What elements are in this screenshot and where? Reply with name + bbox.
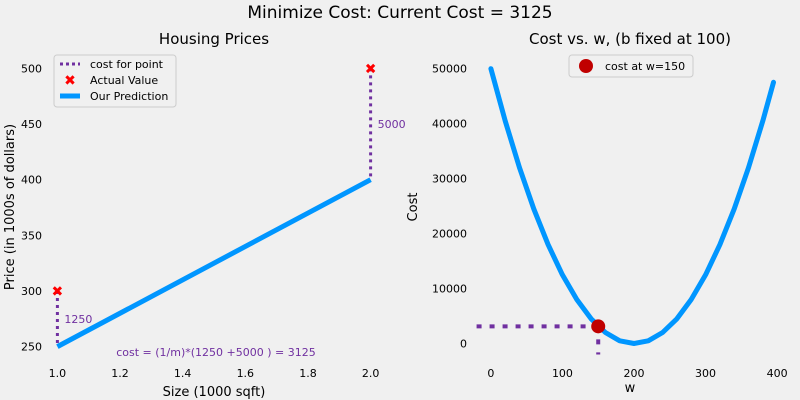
x-tick-label: 200: [624, 367, 645, 380]
cost-annotation: cost = (1/m)*(1250 +5000 ) = 3125: [116, 346, 316, 359]
x-tick-label: 0: [487, 367, 494, 380]
x-axis-label: Size (1000 sqft): [163, 385, 266, 400]
cost-vs-w-chart: Cost vs. w, (b fixed at 100) w Cost 0 100…: [406, 30, 795, 396]
y-tick-label: 350: [21, 229, 42, 242]
legend-label-prediction: Our Prediction: [90, 90, 168, 103]
y-tick-label: 0: [460, 338, 467, 351]
y-tick-label: 40000: [432, 118, 467, 131]
legend-swatch-actual: ✖: [64, 73, 76, 89]
x-tick-label: 1.2: [111, 367, 129, 380]
x-tick-label: 300: [695, 367, 716, 380]
x-tick-labels: 1.0 1.2 1.4 1.6 1.8 2.0: [49, 367, 380, 380]
x-tick-label: 1.0: [49, 367, 67, 380]
chart-title: Housing Prices: [159, 30, 269, 48]
y-tick-label: 50000: [432, 63, 467, 76]
legend-box: [53, 54, 177, 108]
y-tick-label: 30000: [432, 173, 467, 186]
x-tick-label: 2.0: [362, 367, 380, 380]
x-axis-label: w: [625, 381, 636, 396]
y-tick-label: 400: [21, 174, 42, 187]
legend-swatch-point: [579, 59, 593, 73]
actual-value-marker: ✖: [52, 284, 64, 300]
x-tick-labels: 0 100 200 300 400: [487, 367, 787, 380]
y-axis-label: Price (in 1000s of dollars): [3, 124, 18, 290]
y-tick-label: 500: [21, 62, 42, 75]
y-axis-label: Cost: [406, 193, 421, 222]
figure-suptitle: Minimize Cost: Current Cost = 3125: [247, 3, 552, 23]
x-tick-label: 1.4: [174, 367, 192, 380]
cost-segment-label: 5000: [378, 118, 406, 131]
y-tick-label: 250: [21, 341, 42, 354]
y-tick-label: 450: [21, 118, 42, 131]
x-tick-label: 100: [552, 367, 573, 380]
current-cost-point: [591, 319, 606, 334]
actual-value-marker: ✖: [365, 61, 377, 77]
legend: cost for point ✖ Actual Value Our Predic…: [53, 54, 177, 108]
cost-segment-label: 1250: [64, 313, 92, 326]
legend-box: [568, 54, 694, 78]
y-tick-label: 20000: [432, 228, 467, 241]
legend-label-actual: Actual Value: [90, 74, 158, 87]
cost-curve: [488, 66, 776, 346]
x-tick-label: 400: [767, 367, 788, 380]
plot-area: [473, 55, 795, 360]
prediction-line: [56, 177, 372, 349]
legend-label-point: cost at w=150: [605, 60, 685, 73]
y-tick-labels: 250 300 350 400 450 500: [21, 62, 42, 353]
y-tick-label: 10000: [432, 283, 467, 296]
chart-marks: [476, 66, 776, 355]
x-tick-label: 1.6: [237, 367, 255, 380]
y-tick-label: 300: [21, 285, 42, 298]
y-tick-labels: 0 10000 20000 30000 40000 50000: [432, 63, 467, 351]
housing-prices-chart: Housing Prices Size (1000 sqft) Price (i…: [3, 30, 406, 400]
chart-title: Cost vs. w, (b fixed at 100): [529, 30, 731, 48]
x-tick-label: 1.8: [299, 367, 317, 380]
legend: cost at w=150: [568, 54, 694, 78]
legend-label-cost: cost for point: [90, 58, 164, 71]
chart-marks: 1250 5000 ✖ ✖: [52, 61, 406, 349]
